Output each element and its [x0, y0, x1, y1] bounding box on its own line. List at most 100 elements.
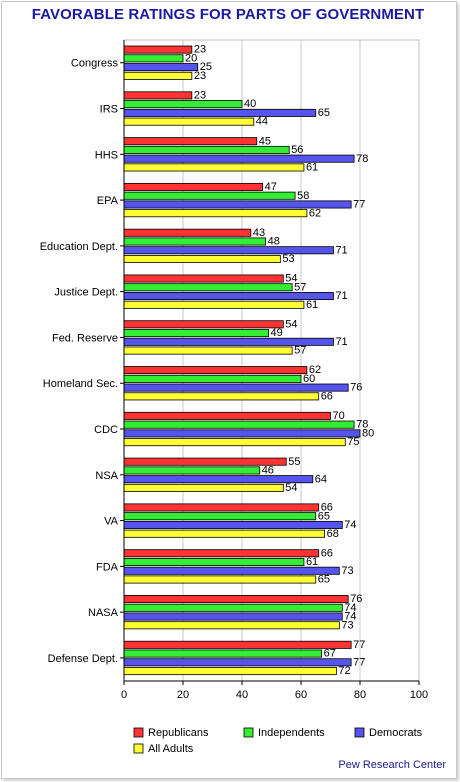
data-label: 57 — [294, 281, 306, 293]
bar — [123, 117, 255, 126]
data-label: 61 — [306, 299, 318, 311]
data-label: 53 — [282, 253, 294, 265]
legend: Republicans Independents Democrats All Adul… — [133, 727, 423, 755]
data-label: 70 — [333, 410, 345, 422]
data-label: 65 — [318, 510, 330, 522]
data-label: 74 — [344, 602, 356, 614]
bar — [123, 466, 261, 475]
data-label: 43 — [253, 227, 265, 239]
data-label: 57 — [294, 345, 306, 357]
category-label: NASA — [88, 607, 119, 619]
legend-swatch — [354, 727, 365, 738]
bar — [123, 667, 337, 676]
x-tick-label: 20 — [177, 689, 189, 701]
bar — [123, 429, 361, 438]
category-label: IRS — [100, 104, 118, 116]
data-label: 56 — [291, 144, 303, 156]
category-label: FDA — [96, 561, 119, 573]
data-label: 71 — [335, 244, 347, 256]
bar — [123, 640, 352, 649]
data-label: 61 — [306, 556, 318, 568]
data-label: 77 — [353, 199, 365, 211]
legend-swatch — [133, 727, 144, 738]
category-label: NSA — [95, 470, 118, 482]
data-label: 55 — [288, 456, 300, 468]
bar — [123, 520, 343, 529]
bar — [123, 63, 199, 72]
data-label: 62 — [309, 207, 321, 219]
bar — [123, 438, 346, 447]
legend-label: Democrats — [369, 727, 423, 739]
bar — [123, 575, 317, 584]
bar — [123, 649, 323, 658]
data-label: 54 — [285, 318, 297, 330]
bar — [123, 145, 290, 154]
bar — [123, 374, 302, 383]
bar — [123, 209, 308, 218]
data-label: 40 — [244, 98, 256, 110]
source-label: Pew Research Center — [338, 759, 446, 771]
bar — [123, 254, 281, 263]
bar — [123, 603, 343, 612]
data-label: 58 — [297, 190, 309, 202]
category-label: VA — [104, 516, 119, 528]
data-label: 64 — [315, 473, 327, 485]
bar — [123, 612, 343, 621]
bar — [123, 346, 293, 355]
category-label: EPA — [97, 195, 119, 207]
data-label: 68 — [327, 528, 339, 540]
data-label: 73 — [341, 619, 353, 631]
category-label: HHS — [95, 149, 118, 161]
bar — [123, 91, 193, 100]
category-label: Defense Dept. — [48, 653, 118, 665]
category-label: Justice Dept. — [54, 287, 118, 299]
data-label: 23 — [194, 70, 206, 82]
bar — [123, 621, 340, 630]
bar — [123, 228, 252, 237]
data-label: 62 — [309, 364, 321, 376]
data-label: 23 — [194, 44, 206, 56]
data-label: 66 — [321, 390, 333, 402]
bar — [123, 529, 326, 538]
data-label: 65 — [318, 107, 330, 119]
data-label: 25 — [200, 61, 212, 73]
data-label: 20 — [185, 52, 197, 64]
bar — [123, 566, 340, 575]
data-label: 67 — [324, 648, 336, 660]
data-label: 78 — [356, 153, 368, 165]
bar — [123, 392, 320, 401]
bar — [123, 137, 258, 146]
x-tick-label: 100 — [410, 689, 428, 701]
data-label: 49 — [271, 327, 283, 339]
bar — [123, 300, 305, 309]
data-label: 65 — [318, 574, 330, 586]
bar — [123, 237, 267, 246]
category-label: Homeland Sec. — [43, 378, 118, 390]
bar — [123, 549, 320, 558]
bar — [123, 163, 305, 172]
x-tick-label: 0 — [121, 689, 127, 701]
data-label: 71 — [335, 336, 347, 348]
bar — [123, 292, 334, 301]
data-label: 46 — [262, 465, 274, 477]
bar — [123, 512, 317, 521]
data-label: 73 — [341, 565, 353, 577]
bar — [123, 71, 193, 80]
x-axis: 0 20 40 60 80 100 — [120, 40, 428, 701]
data-label: 66 — [321, 502, 333, 514]
bar — [123, 283, 293, 292]
legend-label: Republicans — [148, 727, 209, 739]
data-label: 61 — [306, 162, 318, 174]
legend-swatch — [243, 727, 254, 738]
data-label: 77 — [353, 656, 365, 668]
data-label: 60 — [303, 373, 315, 385]
data-label: 76 — [350, 593, 362, 605]
data-label: 76 — [350, 382, 362, 394]
data-label: 54 — [285, 273, 297, 285]
legend-swatch — [133, 743, 144, 754]
bar — [123, 191, 296, 200]
category-label: Education Dept. — [40, 241, 118, 253]
gridlines — [123, 39, 420, 682]
data-label: 80 — [362, 427, 374, 439]
